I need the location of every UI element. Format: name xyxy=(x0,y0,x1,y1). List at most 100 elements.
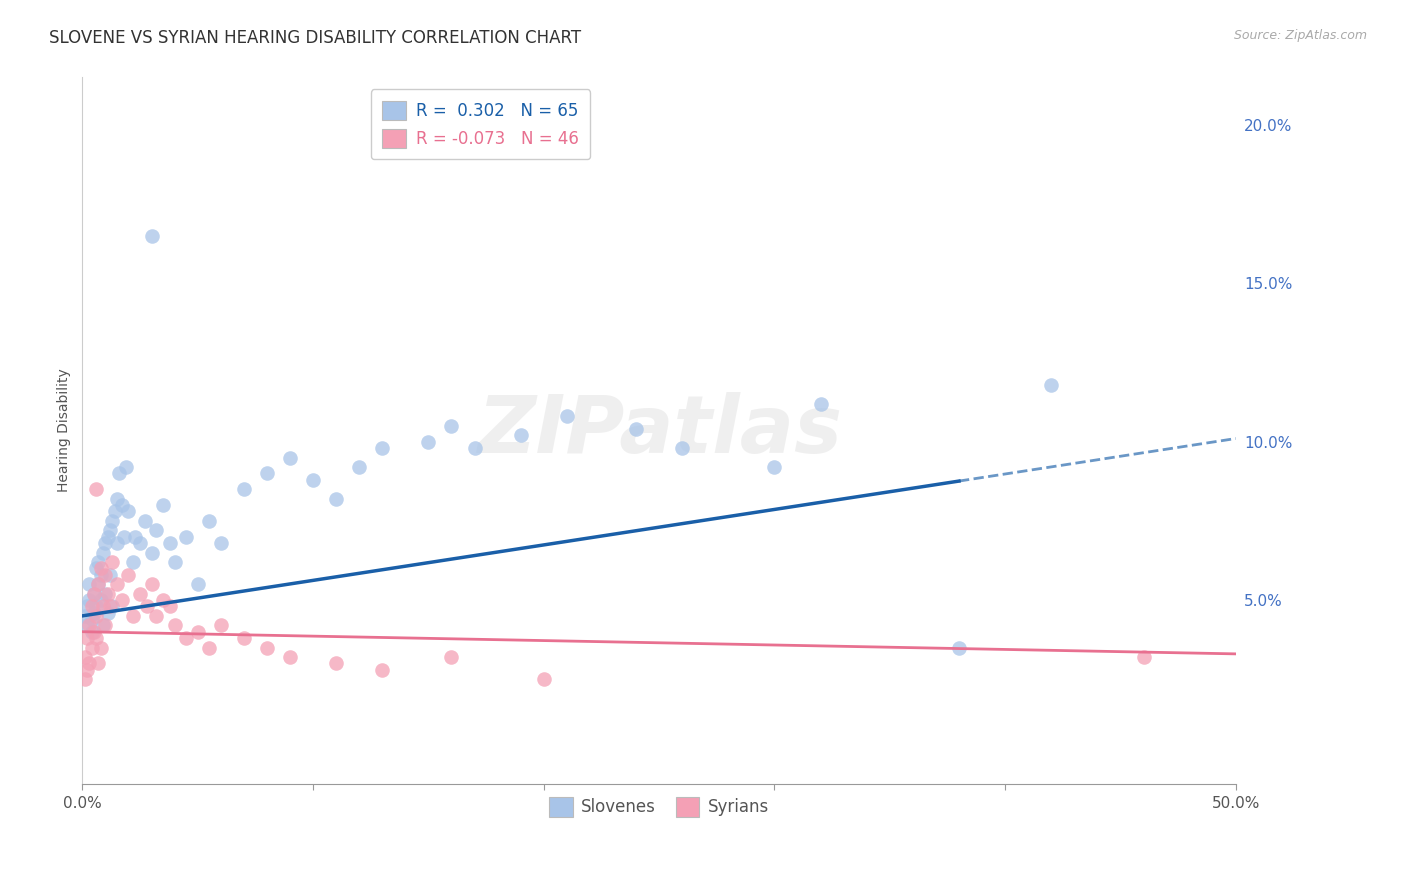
Point xyxy=(371,663,394,677)
Point xyxy=(1040,377,1063,392)
Point xyxy=(209,536,232,550)
Point xyxy=(77,618,100,632)
Point xyxy=(232,631,254,645)
Point xyxy=(90,561,112,575)
Point xyxy=(105,491,128,506)
Point xyxy=(278,650,301,665)
Point xyxy=(101,555,124,569)
Point xyxy=(163,618,186,632)
Point xyxy=(94,587,117,601)
Point xyxy=(187,577,209,591)
Point xyxy=(91,599,114,614)
Point xyxy=(76,599,98,614)
Point xyxy=(302,473,325,487)
Point xyxy=(84,561,107,575)
Point xyxy=(112,530,135,544)
Point xyxy=(87,555,110,569)
Point xyxy=(104,504,127,518)
Point xyxy=(83,624,105,639)
Point xyxy=(91,545,114,559)
Point xyxy=(463,441,485,455)
Point xyxy=(624,422,647,436)
Point xyxy=(83,606,105,620)
Point xyxy=(174,631,197,645)
Point xyxy=(347,460,370,475)
Point xyxy=(122,555,145,569)
Point xyxy=(84,608,107,623)
Point xyxy=(97,530,120,544)
Point xyxy=(948,640,970,655)
Point xyxy=(141,545,163,559)
Point xyxy=(110,498,132,512)
Point xyxy=(159,599,181,614)
Point xyxy=(87,577,110,591)
Point xyxy=(325,491,347,506)
Point xyxy=(87,657,110,671)
Text: Source: ZipAtlas.com: Source: ZipAtlas.com xyxy=(1233,29,1367,42)
Point xyxy=(80,640,103,655)
Point xyxy=(555,409,578,424)
Point xyxy=(159,536,181,550)
Point xyxy=(76,631,98,645)
Text: ZIPatlas: ZIPatlas xyxy=(477,392,842,469)
Point xyxy=(90,640,112,655)
Point xyxy=(76,618,98,632)
Point xyxy=(163,555,186,569)
Point xyxy=(97,587,120,601)
Point xyxy=(94,618,117,632)
Point xyxy=(94,536,117,550)
Point xyxy=(84,599,107,614)
Point xyxy=(105,536,128,550)
Point xyxy=(134,514,156,528)
Point xyxy=(80,624,103,639)
Point xyxy=(80,599,103,614)
Point xyxy=(533,672,555,686)
Text: SLOVENE VS SYRIAN HEARING DISABILITY CORRELATION CHART: SLOVENE VS SYRIAN HEARING DISABILITY COR… xyxy=(49,29,581,46)
Point xyxy=(115,460,138,475)
Point xyxy=(141,228,163,243)
Point xyxy=(108,467,131,481)
Point xyxy=(198,514,221,528)
Point xyxy=(122,608,145,623)
Point xyxy=(73,608,96,623)
Point xyxy=(77,657,100,671)
Point xyxy=(187,624,209,639)
Point xyxy=(198,640,221,655)
Point xyxy=(256,640,278,655)
Point xyxy=(135,599,157,614)
Point xyxy=(141,577,163,591)
Point xyxy=(117,567,139,582)
Point xyxy=(129,536,152,550)
Point xyxy=(763,460,786,475)
Point xyxy=(671,441,693,455)
Point xyxy=(440,650,463,665)
Point xyxy=(129,587,152,601)
Legend: Slovenes, Syrians: Slovenes, Syrians xyxy=(541,789,778,825)
Point xyxy=(325,657,347,671)
Point xyxy=(76,663,98,677)
Point xyxy=(83,587,105,601)
Point xyxy=(371,441,394,455)
Point xyxy=(94,567,117,582)
Point xyxy=(98,567,121,582)
Point xyxy=(80,612,103,626)
Point xyxy=(145,608,167,623)
Point xyxy=(209,618,232,632)
Point xyxy=(73,650,96,665)
Point xyxy=(1132,650,1154,665)
Point xyxy=(117,504,139,518)
Point xyxy=(90,593,112,607)
Point xyxy=(152,498,174,512)
Point xyxy=(77,593,100,607)
Point xyxy=(145,524,167,538)
Point xyxy=(84,631,107,645)
Point xyxy=(101,599,124,614)
Point xyxy=(73,672,96,686)
Point xyxy=(418,434,440,449)
Point xyxy=(101,514,124,528)
Point xyxy=(174,530,197,544)
Point xyxy=(278,450,301,465)
Point xyxy=(105,577,128,591)
Point xyxy=(87,577,110,591)
Point xyxy=(90,567,112,582)
